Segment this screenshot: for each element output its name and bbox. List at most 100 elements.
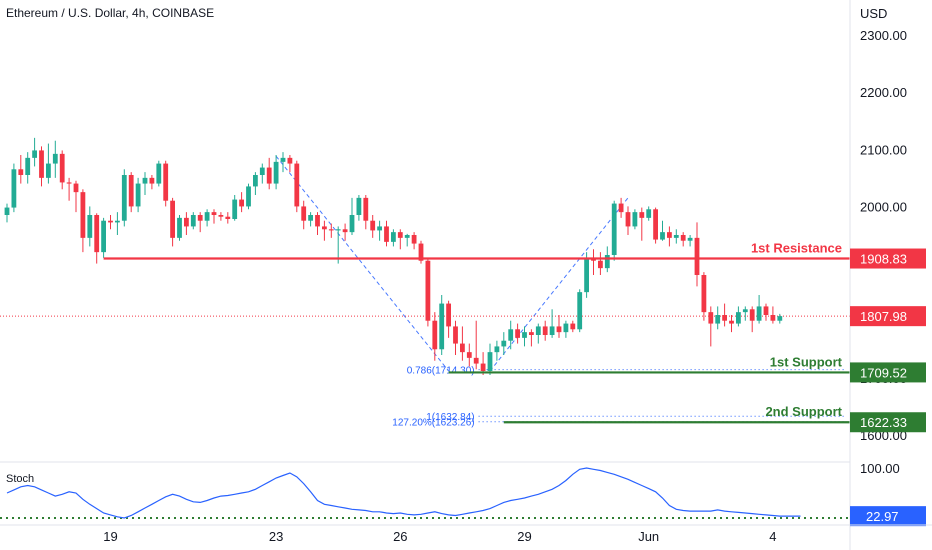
candle <box>328 229 334 231</box>
chart-title: Ethereum / U.S. Dollar, 4h, COINBASE <box>6 6 215 20</box>
candle <box>280 157 286 162</box>
price-tick-label: 2300.00 <box>860 28 907 43</box>
candle <box>646 209 652 218</box>
candle <box>480 363 486 371</box>
candle <box>115 220 120 223</box>
candle <box>742 309 748 313</box>
candle <box>425 260 431 321</box>
candle <box>411 235 417 244</box>
candle <box>673 235 679 238</box>
candle <box>632 212 638 227</box>
candle <box>342 229 348 233</box>
candle <box>128 175 134 207</box>
candle <box>639 212 645 218</box>
candle <box>101 220 106 253</box>
resistance-price-badge-bg <box>850 248 926 269</box>
candle <box>763 306 769 315</box>
fib-level-label: 0.786(1714.30) <box>407 366 475 377</box>
candle <box>680 235 686 241</box>
candle <box>584 257 589 293</box>
time-axis[interactable]: 19 23 26 29 Jun 4 <box>0 524 932 544</box>
stoch-line <box>6 467 801 519</box>
fib-level-label: 1(1632.84) <box>426 412 474 423</box>
candle <box>149 177 155 184</box>
stoch-pane <box>0 461 850 519</box>
candle <box>377 226 382 231</box>
time-tick-label: 19 <box>103 529 117 544</box>
candle <box>604 255 610 269</box>
candle <box>66 182 72 184</box>
candle <box>749 309 755 321</box>
candle <box>660 232 665 240</box>
candle <box>239 199 244 207</box>
candle <box>73 183 79 193</box>
candle <box>446 303 451 327</box>
candle <box>687 237 693 241</box>
candle <box>653 209 658 240</box>
candle <box>508 329 514 341</box>
candle <box>542 326 548 335</box>
time-tick-label: 23 <box>269 529 283 544</box>
candle <box>563 323 569 333</box>
candle <box>163 163 169 201</box>
candle <box>80 192 86 238</box>
candle <box>225 216 231 219</box>
candle <box>501 340 507 347</box>
candle <box>87 215 93 238</box>
candle <box>25 157 31 175</box>
candle <box>529 332 534 335</box>
candle <box>756 306 762 321</box>
price-axis[interactable]: USD1600.001700.001800.001900.002000.0021… <box>849 0 926 550</box>
support-1-price-badge: 1709.52 <box>860 365 907 380</box>
candle <box>418 243 424 261</box>
candle <box>487 352 493 371</box>
level-name: 2nd Support <box>765 404 842 419</box>
time-tick-label: 4 <box>769 529 776 544</box>
candle <box>722 315 727 321</box>
fib-level-label: 127.20%(1623.26) <box>392 418 474 429</box>
candle <box>439 303 445 350</box>
candle <box>729 320 734 324</box>
candle <box>315 215 320 227</box>
candle <box>349 215 355 233</box>
candle <box>142 177 148 184</box>
candle <box>384 226 389 242</box>
candle <box>535 326 541 335</box>
price-tick-label: 2100.00 <box>860 142 907 157</box>
candle <box>370 220 376 231</box>
support-1-price-badge-bg <box>850 362 926 383</box>
candle <box>549 326 555 335</box>
price-pane: 0.786(1714.30) 1(1632.84)127.20%(1623.26)… <box>0 137 850 429</box>
candle <box>460 343 465 353</box>
candle <box>701 275 707 313</box>
candle <box>4 207 10 215</box>
stoch-indicator-label[interactable]: Stoch <box>6 473 35 485</box>
candle <box>108 220 113 223</box>
candle <box>197 215 203 221</box>
candle <box>190 215 196 227</box>
stoch-value-badge-bg <box>850 506 926 527</box>
fib-trend-line-1 <box>275 155 449 372</box>
candle <box>218 215 224 217</box>
candle <box>715 315 721 324</box>
candle <box>287 157 293 164</box>
candle <box>135 183 141 207</box>
candle <box>494 346 500 353</box>
candle <box>211 212 217 215</box>
candle <box>170 200 175 238</box>
price-tick-label: 2200.00 <box>860 85 907 100</box>
current-price-badge: 1807.98 <box>860 309 907 324</box>
stoch-value-badge: 22.97 <box>866 509 899 524</box>
currency-label: USD <box>860 6 887 21</box>
candle <box>611 203 617 255</box>
candle <box>570 323 576 330</box>
candle <box>204 212 210 221</box>
candle <box>322 226 327 230</box>
candle <box>32 150 37 158</box>
candle <box>618 203 624 213</box>
candle <box>46 163 51 178</box>
candle <box>356 197 362 215</box>
price-tick-label: 2000.00 <box>860 199 907 214</box>
